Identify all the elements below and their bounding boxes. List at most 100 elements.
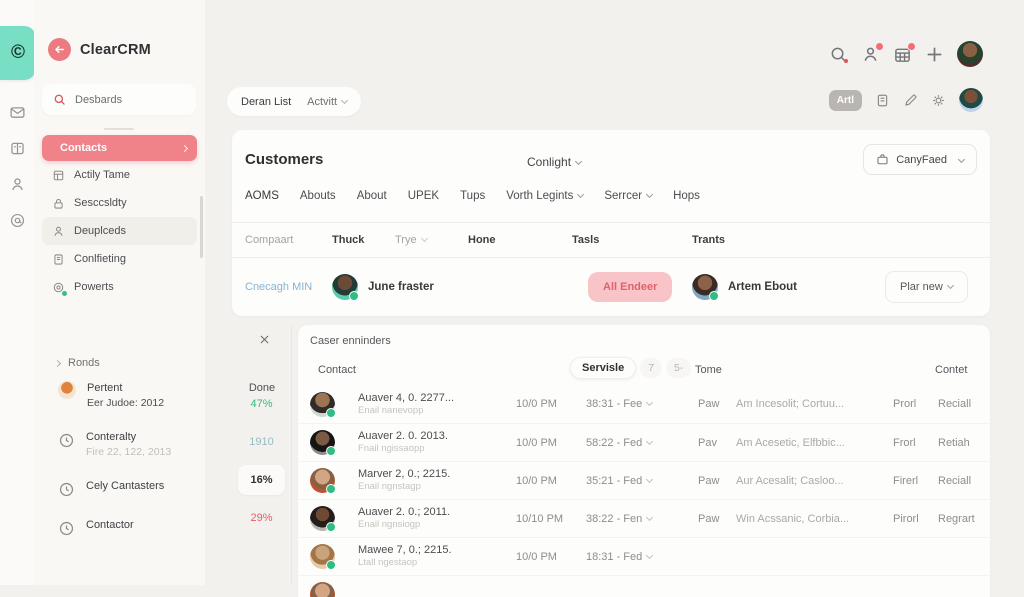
sidebar-item-actily[interactable]: Actily Tame xyxy=(42,161,197,189)
mention-icon[interactable] xyxy=(9,212,26,229)
user-icon[interactable] xyxy=(9,176,26,193)
slot-dropdown[interactable]: 35:21 - Fed xyxy=(586,475,698,487)
clock-icon xyxy=(58,481,75,498)
item-subtitle: Eer Judoe: 2012 xyxy=(87,397,165,409)
desc-cell: Win Acssanic, Corbia... xyxy=(736,512,850,525)
chevron-down-icon xyxy=(646,398,654,407)
contact-name: Mawee 7, 0.; 2215. xyxy=(358,544,452,556)
table-row-partial[interactable] xyxy=(298,575,990,597)
contact-email: Enail ngnstagp xyxy=(358,481,421,492)
done-header: Done xyxy=(248,382,276,394)
tab-activity[interactable]: Actvitt xyxy=(307,96,349,108)
table-header: Compaart Thuck Trye Hone Tasls Trants xyxy=(245,223,977,257)
sidebar-item-sesccsldty[interactable]: Sesccsldty xyxy=(42,189,197,217)
tab-hops[interactable]: Hops xyxy=(673,190,700,202)
list-item-contactor[interactable]: Contactor xyxy=(58,518,199,537)
table-row[interactable]: Mawee 7, 0.; 2215. Ltall ngestaop 10/0 P… xyxy=(298,537,990,575)
sidebar-item-conlfieting[interactable]: Conlfieting xyxy=(42,245,197,273)
list-item-pertent[interactable]: Pertent Eer Judoe: 2012 xyxy=(58,381,199,410)
column-tasls[interactable]: Tasls xyxy=(572,234,600,246)
column-contact[interactable]: Contact xyxy=(318,364,356,376)
list-item-conteralty[interactable]: Conteralty Fire 22, 122, 2013 xyxy=(58,430,199,459)
tab-upek[interactable]: UPEK xyxy=(407,190,440,202)
canyfaed-button[interactable]: CanyFaed xyxy=(863,144,977,175)
table-row[interactable]: Marver 2, 0.; 2215. Enail ngnstagp 10/0 … xyxy=(298,461,990,499)
table-row[interactable]: Cnecagh MIN June fraster All Endeer Arte… xyxy=(245,258,977,315)
filter-5-pill[interactable]: 5- xyxy=(666,358,692,378)
slot-dropdown[interactable]: 38:31 - Fee xyxy=(586,398,698,410)
customers-tabs: AOMS Abouts About UPEK Tups Vorth Legint… xyxy=(245,190,700,202)
column-trants[interactable]: Trants xyxy=(692,234,726,246)
person-name: June fraster xyxy=(368,280,434,293)
tab-deran-list[interactable]: Deran List xyxy=(241,95,292,108)
prorl-cell: Prorl xyxy=(893,398,917,410)
icon-rail: © xyxy=(0,0,36,585)
tab-serrcer[interactable]: Serrcer xyxy=(604,190,654,202)
slot-dropdown[interactable]: 38:22 - Fen xyxy=(586,513,698,525)
column-thuck[interactable]: Thuck xyxy=(332,234,365,246)
group-label: Ronds xyxy=(68,357,100,369)
header-actions xyxy=(829,41,983,67)
column-tome[interactable]: Tome xyxy=(695,364,722,376)
sidebar-item-contacts[interactable]: Contacts xyxy=(42,135,197,161)
panel-title: Caser enninders xyxy=(310,335,391,347)
user-avatar[interactable] xyxy=(957,41,983,67)
user-avatar[interactable] xyxy=(959,88,983,112)
table-row[interactable]: Auaver 2. 0. 2013. Fnail ngissaopp 10/0 … xyxy=(298,423,990,461)
notification-badge xyxy=(907,41,916,51)
tab-vorth-legints[interactable]: Vorth Legints xyxy=(506,190,585,202)
sidebar-group-ronds[interactable]: Ronds xyxy=(50,357,100,369)
search-icon[interactable] xyxy=(829,45,848,64)
desc-cell: Aur Acesalit; Casloo... xyxy=(736,474,844,487)
tab-tups[interactable]: Tups xyxy=(460,190,486,202)
servale-pill[interactable]: Servisle xyxy=(570,357,637,379)
plus-icon[interactable] xyxy=(925,45,944,64)
conlight-dropdown[interactable]: Conlight xyxy=(527,155,583,169)
company-link[interactable]: Cnecagh MIN xyxy=(245,280,313,293)
sidebar-item-deuplceds[interactable]: Deuplceds xyxy=(42,217,197,245)
table-row[interactable]: Auaver 4, 0. 2277... Enail nanevopp 10/0… xyxy=(298,385,990,423)
slot-dropdown[interactable]: 18:31 - Fed xyxy=(586,551,698,563)
filter-7-pill[interactable]: 7 xyxy=(640,358,663,378)
chevron-down-icon xyxy=(341,96,349,104)
chevron-down-icon xyxy=(420,234,428,243)
notes-icon[interactable] xyxy=(875,93,890,108)
slot-dropdown[interactable]: 58:22 - Fed xyxy=(586,437,698,449)
tab-about[interactable]: About xyxy=(356,190,387,202)
back-arrow-icon[interactable] xyxy=(48,38,71,61)
column-trye[interactable]: Trye xyxy=(395,234,468,246)
calendar-icon[interactable] xyxy=(893,41,916,64)
sidebar-scrollbar[interactable] xyxy=(200,196,203,258)
clock-icon xyxy=(58,520,75,537)
sidebar-search[interactable]: Desbards xyxy=(42,84,196,115)
column-compaart[interactable]: Compaart xyxy=(245,234,294,246)
prorl-cell: Firerl xyxy=(893,474,919,487)
paw-cell: Paw xyxy=(698,512,720,525)
tab-aoms[interactable]: AOMS xyxy=(245,190,279,202)
sidebar-item-powerts[interactable]: Powerts xyxy=(42,273,197,301)
chevron-down-icon xyxy=(574,157,583,166)
avatar xyxy=(310,468,336,494)
org-icon[interactable] xyxy=(9,140,26,157)
art-button[interactable]: Artl xyxy=(828,89,862,111)
all-endeer-button[interactable]: All Endeer xyxy=(588,271,673,302)
mail-icon[interactable] xyxy=(9,104,26,121)
app-logo[interactable]: © xyxy=(0,26,36,80)
chevron-down-icon xyxy=(646,475,654,483)
time-cell: 10/0 PM xyxy=(516,398,557,410)
list-item-cely[interactable]: Cely Cantasters xyxy=(58,479,199,498)
recall-cell: Retiah xyxy=(938,436,970,449)
close-icon[interactable] xyxy=(258,333,271,346)
chevron-down-icon xyxy=(646,190,654,199)
tab-abouts[interactable]: Abouts xyxy=(299,190,336,202)
table-row[interactable]: Auaver 2. 0.; 2011. Enail ngnsiogp 10/10… xyxy=(298,499,990,537)
user-add-icon[interactable] xyxy=(861,41,884,64)
avatar xyxy=(332,273,359,301)
column-contet[interactable]: Contet xyxy=(935,364,968,376)
item-title: Contactor xyxy=(86,519,134,531)
prorl-cell: Frorl xyxy=(893,436,916,449)
gear-icon[interactable] xyxy=(931,93,946,108)
pencil-icon[interactable] xyxy=(903,93,918,108)
column-hone[interactable]: Hone xyxy=(468,234,496,246)
plar-new-button[interactable]: Plar new xyxy=(885,270,968,303)
